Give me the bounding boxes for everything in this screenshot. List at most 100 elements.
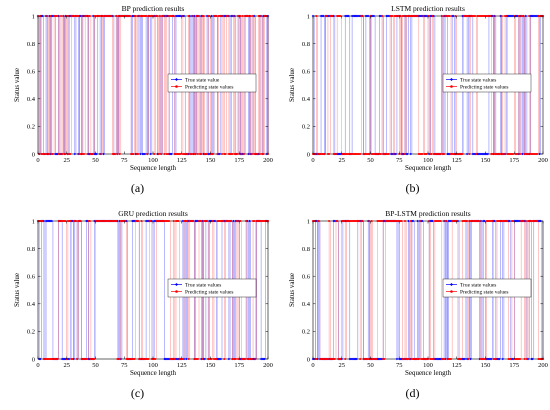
- data-point-pred: [48, 152, 51, 156]
- y-tick-label: 0.2: [27, 329, 35, 336]
- data-point-pred: [235, 219, 238, 223]
- data-point-pred: [166, 152, 169, 156]
- legend-box: [442, 278, 532, 298]
- data-point-pred: [403, 152, 407, 156]
- data-point-pred: [536, 152, 539, 156]
- data-point-pred: [115, 14, 118, 18]
- data-point-pred: [172, 219, 175, 223]
- data-point-pred: [69, 152, 72, 156]
- data-point-pred: [201, 357, 204, 361]
- data-point-pred: [99, 14, 102, 18]
- y-tick-label: 0.6: [27, 69, 36, 76]
- data-point-pred: [140, 219, 143, 223]
- x-tick-label: 150: [206, 362, 216, 369]
- data-point-pred: [88, 219, 91, 223]
- chart-title: GRU prediction results: [118, 209, 188, 218]
- data-point-pred: [192, 219, 195, 223]
- chart-svg-c: GRU prediction results 0 25 50 75 100 125 150 17…: [13, 209, 273, 377]
- x-tick-label: 125: [177, 157, 187, 164]
- data-point-true: [170, 152, 173, 156]
- data-point-pred: [253, 219, 256, 223]
- data-point-pred: [428, 219, 431, 223]
- data-point-pred: [245, 219, 248, 223]
- data-point-true: [213, 219, 217, 223]
- data-point-pred: [248, 152, 251, 156]
- data-point-pred: [445, 219, 448, 223]
- x-tick-label: 50: [367, 157, 374, 164]
- data-point-pred: [115, 219, 118, 223]
- y-tick-label: 0.2: [302, 124, 310, 131]
- data-point-pred: [368, 152, 371, 156]
- data-point-pred: [367, 357, 370, 361]
- legend-marker: [450, 85, 453, 88]
- x-axis-label: Sequence length: [405, 369, 452, 377]
- data-point-pred: [250, 357, 253, 361]
- data-point-true: [219, 357, 223, 361]
- data-point-pred: [491, 152, 494, 156]
- data-point-pred: [147, 357, 150, 361]
- y-tick-label: 0.8: [27, 41, 35, 48]
- data-point-pred: [114, 152, 117, 156]
- data-point-pred: [64, 219, 67, 223]
- data-point-pred: [145, 14, 148, 18]
- data-point-pred: [257, 14, 260, 18]
- legend-entry: Predicting state values: [460, 84, 509, 90]
- chart-panel-d: BP-LSTM prediction results 0 25 50 75 100 125 1…: [275, 205, 550, 410]
- data-point-pred: [200, 219, 203, 223]
- data-point-pred: [466, 219, 469, 223]
- data-point-pred: [523, 357, 526, 361]
- data-point-pred: [191, 152, 194, 156]
- y-tick-label: 0: [32, 356, 35, 363]
- series-markers: [36, 219, 270, 361]
- legend-box: [442, 73, 532, 93]
- x-tick-label: 150: [481, 157, 491, 164]
- series-markers: [36, 14, 270, 156]
- data-point-pred: [408, 357, 411, 361]
- data-point-pred: [425, 152, 428, 156]
- data-point-pred: [196, 357, 199, 361]
- x-tick-label: 25: [64, 362, 71, 369]
- data-point-pred: [164, 14, 167, 18]
- data-point-pred: [100, 152, 103, 156]
- data-point-pred: [518, 152, 522, 156]
- data-point-pred: [439, 152, 442, 156]
- data-point-pred: [326, 357, 329, 361]
- data-point-pred: [243, 357, 247, 361]
- data-point-pred: [79, 152, 82, 156]
- data-point-pred: [59, 14, 63, 18]
- data-point-pred: [315, 14, 318, 18]
- y-tick-label: 1: [307, 218, 310, 225]
- data-point-pred: [428, 14, 431, 18]
- legend-marker: [175, 85, 178, 88]
- data-point-pred: [66, 14, 69, 18]
- data-point-pred: [339, 14, 342, 18]
- data-point-pred: [509, 357, 512, 361]
- x-tick-label: 25: [339, 362, 346, 369]
- panel-label-d: (d): [405, 386, 420, 400]
- y-axis-label: Status value: [13, 273, 21, 307]
- data-point-pred: [92, 152, 95, 156]
- data-point-true: [102, 152, 105, 156]
- data-point-pred: [172, 14, 175, 18]
- data-point-pred: [163, 152, 166, 156]
- data-point-true: [498, 357, 501, 361]
- data-point-pred: [379, 152, 382, 156]
- data-point-pred: [522, 14, 525, 18]
- x-tick-label: 100: [423, 157, 433, 164]
- x-tick-label: 150: [481, 362, 491, 369]
- x-tick-label: 50: [367, 362, 374, 369]
- data-point-pred: [237, 14, 240, 18]
- data-point-pred: [344, 357, 347, 361]
- data-point-pred: [158, 14, 161, 18]
- data-point-pred: [491, 219, 494, 223]
- x-tick-label: 0: [36, 157, 39, 164]
- data-point-pred: [431, 14, 434, 18]
- data-point-pred: [357, 219, 361, 223]
- data-point-pred: [208, 14, 211, 18]
- data-point-pred: [137, 219, 140, 223]
- data-point-pred: [328, 152, 331, 156]
- data-point-pred: [76, 357, 79, 361]
- data-point-pred: [432, 357, 435, 361]
- data-point-pred: [215, 357, 218, 361]
